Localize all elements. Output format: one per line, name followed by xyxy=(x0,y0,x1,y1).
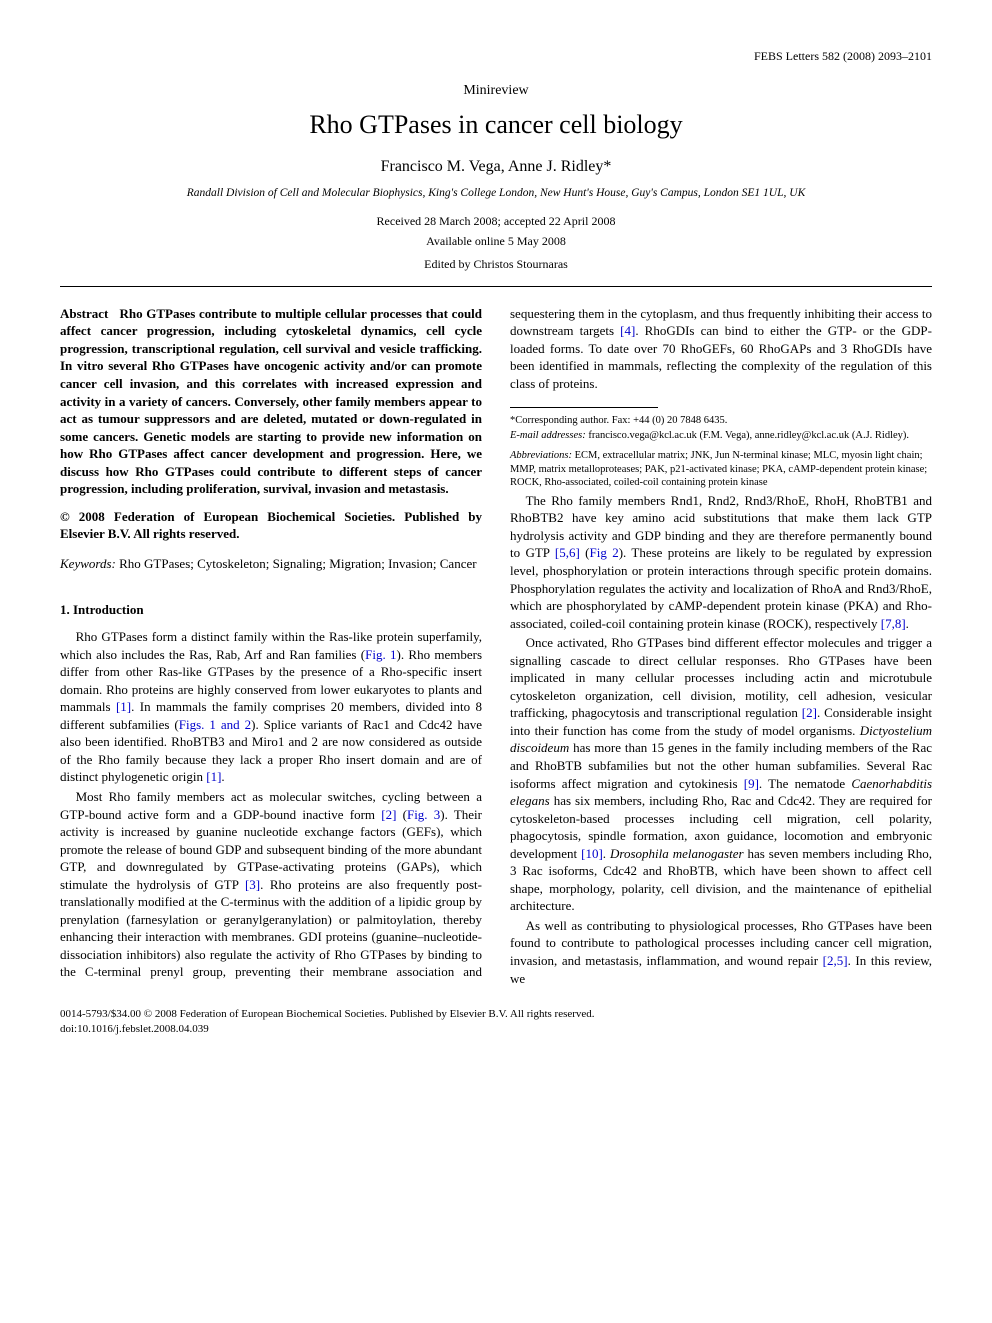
footer-copyright: 0014-5793/$34.00 © 2008 Federation of Eu… xyxy=(60,1007,932,1037)
footnote-block: *Corresponding author. Fax: +44 (0) 20 7… xyxy=(510,407,932,490)
corresponding-author-footnote: *Corresponding author. Fax: +44 (0) 20 7… xyxy=(510,414,932,428)
edited-by: Edited by Christos Stournaras xyxy=(60,256,932,272)
keywords-text: Rho GTPases; Cytoskeleton; Signaling; Mi… xyxy=(116,556,477,571)
figure-link[interactable]: Fig 2 xyxy=(590,545,619,560)
figure-link[interactable]: Fig. 3 xyxy=(407,807,440,822)
intro-paragraph-1: Rho GTPases form a distinct family withi… xyxy=(60,628,482,786)
figure-link[interactable]: Fig. 1 xyxy=(365,647,396,662)
reference-link[interactable]: [10] xyxy=(581,846,603,861)
intro-paragraph-5: As well as contributing to physiological… xyxy=(510,917,932,987)
footnote-divider xyxy=(510,407,658,408)
reference-link[interactable]: [9] xyxy=(744,776,759,791)
reference-link[interactable]: [1] xyxy=(116,699,131,714)
reference-link[interactable]: [2,5] xyxy=(823,953,848,968)
doi: doi:10.1016/j.febslet.2008.04.039 xyxy=(60,1022,932,1037)
intro-paragraph-3: The Rho family members Rnd1, Rnd2, Rnd3/… xyxy=(510,492,932,632)
reference-link[interactable]: [1] xyxy=(206,769,221,784)
keywords-label: Keywords: xyxy=(60,556,116,571)
keywords-block: Keywords: Rho GTPases; Cytoskeleton; Sig… xyxy=(60,555,482,573)
reference-link[interactable]: [4] xyxy=(620,323,635,338)
abstract-text: Rho GTPases contribute to multiple cellu… xyxy=(60,306,482,496)
reference-link[interactable]: [2] xyxy=(381,807,396,822)
intro-paragraph-4: Once activated, Rho GTPases bind differe… xyxy=(510,634,932,915)
abstract-block: Abstract Rho GTPases contribute to multi… xyxy=(60,305,482,498)
affiliation: Randall Division of Cell and Molecular B… xyxy=(60,186,932,202)
reference-link[interactable]: [2] xyxy=(802,705,817,720)
abstract-copyright: © 2008 Federation of European Biochemica… xyxy=(60,508,482,543)
journal-reference: FEBS Letters 582 (2008) 2093–2101 xyxy=(60,48,932,64)
article-title: Rho GTPases in cancer cell biology xyxy=(60,107,932,142)
two-column-body: Abstract Rho GTPases contribute to multi… xyxy=(60,305,932,987)
available-online-date: Available online 5 May 2008 xyxy=(60,233,932,249)
figure-link[interactable]: Figs. 1 and 2 xyxy=(179,717,251,732)
reference-link[interactable]: [3] xyxy=(245,877,260,892)
section-heading-introduction: 1. Introduction xyxy=(60,601,482,619)
reference-link[interactable]: [7,8] xyxy=(881,616,906,631)
divider xyxy=(60,286,932,287)
article-type-label: Minireview xyxy=(60,82,932,101)
abstract-label: Abstract xyxy=(60,306,108,321)
received-accepted-dates: Received 28 March 2008; accepted 22 Apri… xyxy=(60,213,932,229)
authors: Francisco M. Vega, Anne J. Ridley* xyxy=(60,156,932,178)
reference-link[interactable]: [5,6] xyxy=(555,545,580,560)
abbreviations-footnote: Abbreviations: ECM, extracellular matrix… xyxy=(510,449,932,490)
email-footnote: E-mail addresses: francisco.vega@kcl.ac.… xyxy=(510,429,932,443)
